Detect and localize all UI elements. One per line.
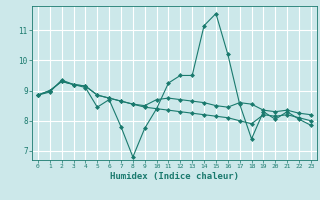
X-axis label: Humidex (Indice chaleur): Humidex (Indice chaleur)	[110, 172, 239, 181]
